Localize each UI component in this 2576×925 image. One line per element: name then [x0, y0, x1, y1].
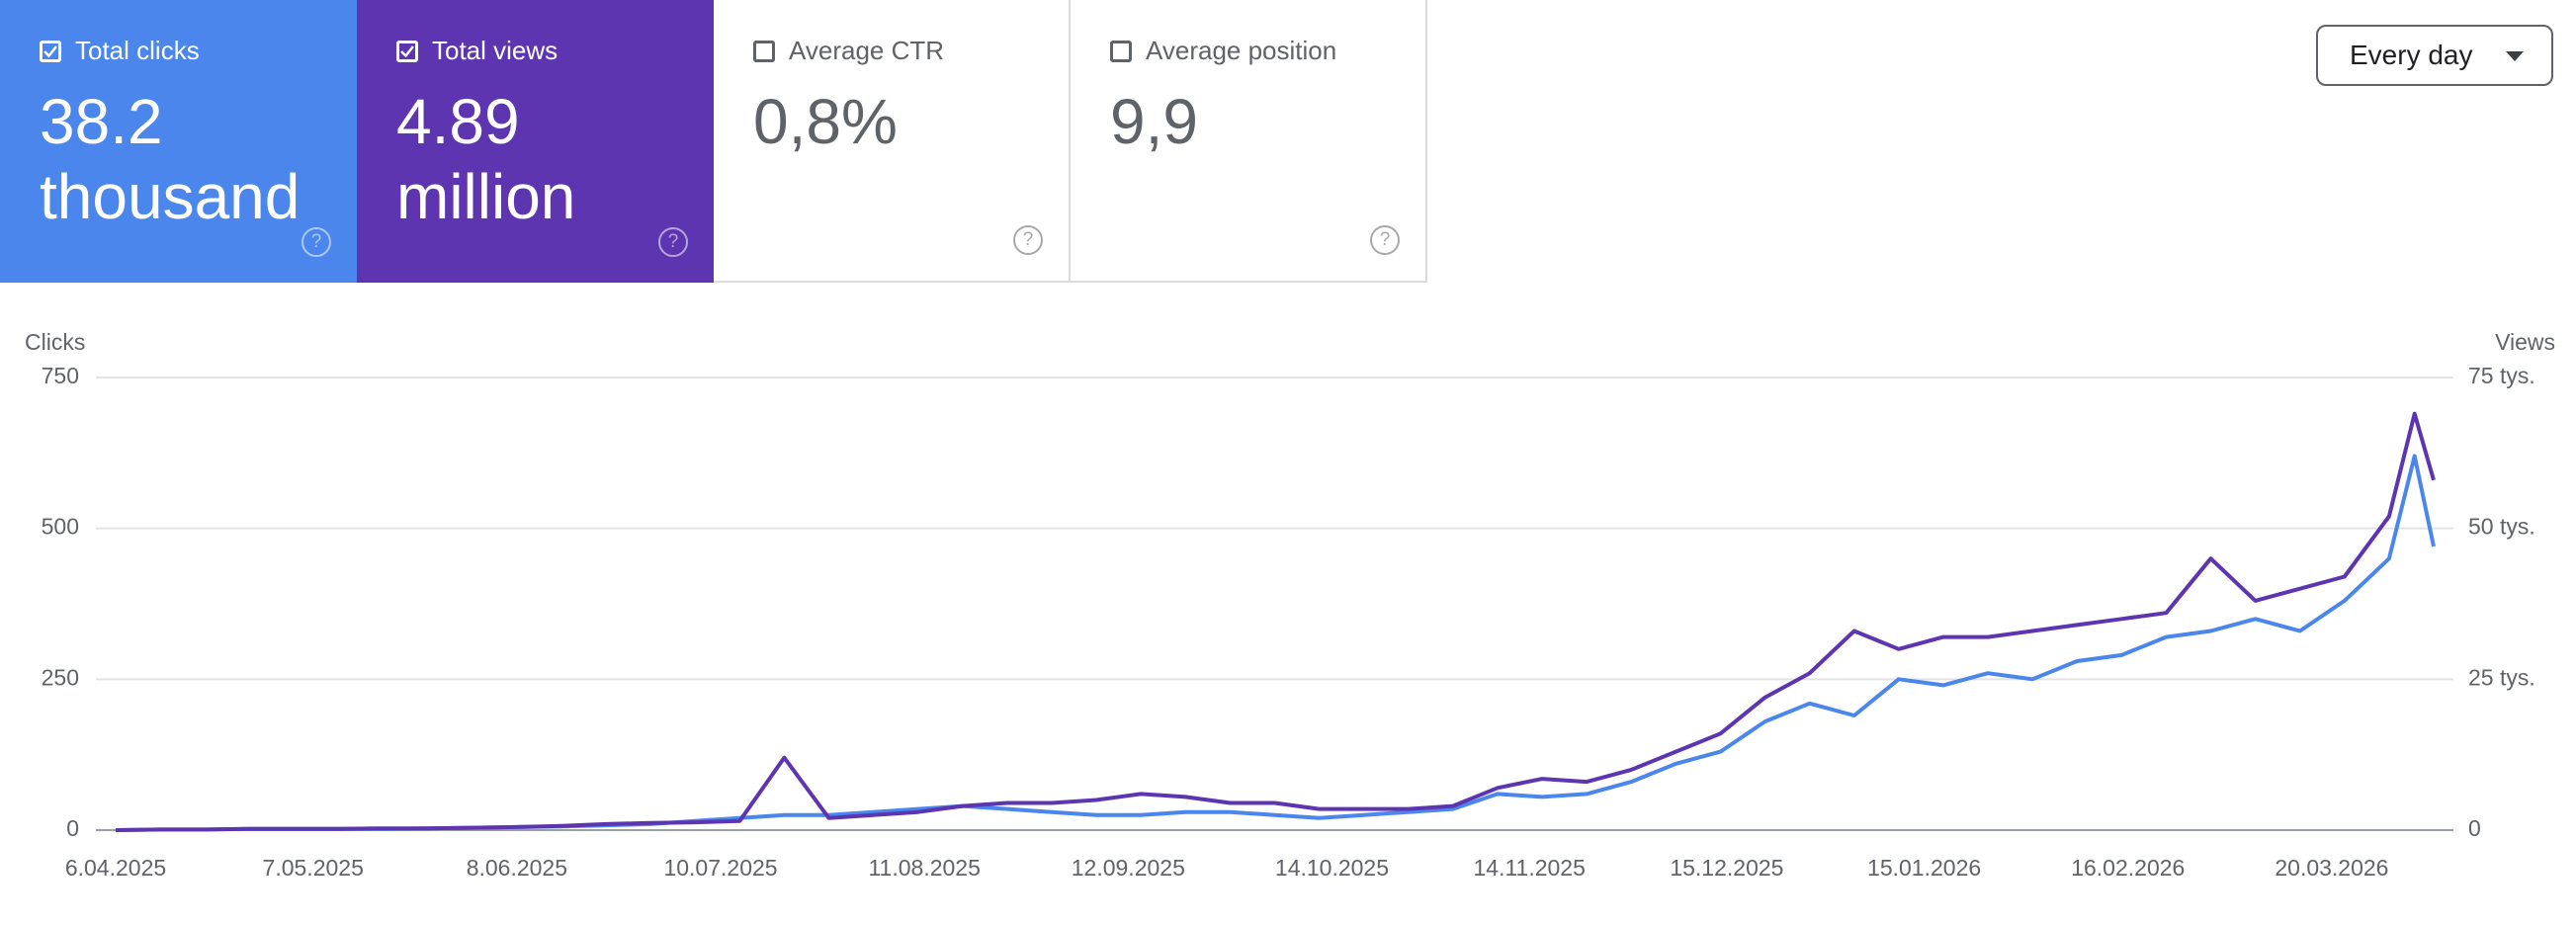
help-icon[interactable]: ?: [301, 227, 331, 257]
series-line: [115, 454, 2436, 832]
check-path: [400, 44, 414, 57]
check-path: [43, 44, 57, 57]
x-tick-label: 15.01.2026: [1867, 855, 1981, 881]
card-value: 38.2 thousand: [40, 86, 301, 232]
x-tick-label: 8.06.2025: [467, 855, 567, 881]
y-tick-label: 500: [42, 514, 79, 540]
help-icon[interactable]: ?: [1013, 225, 1043, 255]
x-tick-label: 12.09.2025: [1072, 855, 1185, 881]
card-label: Total clicks: [75, 36, 200, 65]
card-header: Average CTR: [753, 36, 1069, 66]
y2-axis-title: Views: [2495, 329, 2555, 355]
card-value: 9,9: [1110, 86, 1198, 157]
y-axis-title: Clicks: [25, 329, 85, 355]
y-tick-label: 750: [42, 363, 79, 388]
card-header: Total views: [396, 36, 714, 66]
checkmark: [400, 44, 414, 57]
x-tick-label: 14.10.2025: [1275, 855, 1389, 881]
granularity-dropdown[interactable]: Every day: [2316, 25, 2553, 86]
x-tick-label: 14.11.2025: [1473, 855, 1585, 881]
checkbox[interactable]: [753, 40, 775, 62]
card-value: 4.89 million: [396, 86, 576, 232]
x-tick-label: 16.02.2026: [2071, 855, 2185, 881]
series-line: [115, 411, 2436, 832]
y2-tick-label: 50 tys.: [2468, 514, 2535, 540]
card-value: 0,8%: [753, 86, 898, 157]
card-label: Total views: [432, 36, 558, 65]
checkbox[interactable]: [396, 40, 418, 62]
x-tick-label: 11.08.2025: [868, 855, 980, 881]
x-tick-label: 10.07.2025: [663, 855, 777, 881]
y2-tick-label: 75 tys.: [2468, 363, 2535, 388]
x-tick-label: 20.03.2026: [2275, 855, 2388, 881]
x-tick-label: 15.12.2025: [1670, 855, 1783, 881]
checkbox[interactable]: [40, 40, 61, 62]
y-tick-label: 0: [66, 815, 79, 841]
card-label: Average CTR: [789, 36, 945, 65]
metric-card[interactable]: Total views 4.89 million?: [357, 0, 714, 283]
help-icon[interactable]: ?: [658, 227, 688, 257]
card-header: Average position: [1110, 36, 1425, 66]
checkmark: [43, 44, 57, 57]
metric-card[interactable]: Average CTR 0,8%?: [714, 0, 1071, 283]
y2-tick-label: 0: [2468, 815, 2481, 841]
x-tick-label: 7.05.2025: [263, 855, 364, 881]
y2-tick-label: 25 tys.: [2468, 664, 2535, 690]
y-tick-label: 250: [42, 664, 79, 690]
card-label: Average position: [1146, 36, 1337, 65]
card-header: Total clicks: [40, 36, 357, 66]
x-tick-label: 6.04.2025: [65, 855, 166, 881]
metric-card[interactable]: Average position 9,9?: [1071, 0, 1427, 283]
metric-card[interactable]: Total clicks 38.2 thousand?: [0, 0, 357, 283]
checkbox[interactable]: [1110, 40, 1132, 62]
help-icon[interactable]: ?: [1370, 225, 1400, 255]
